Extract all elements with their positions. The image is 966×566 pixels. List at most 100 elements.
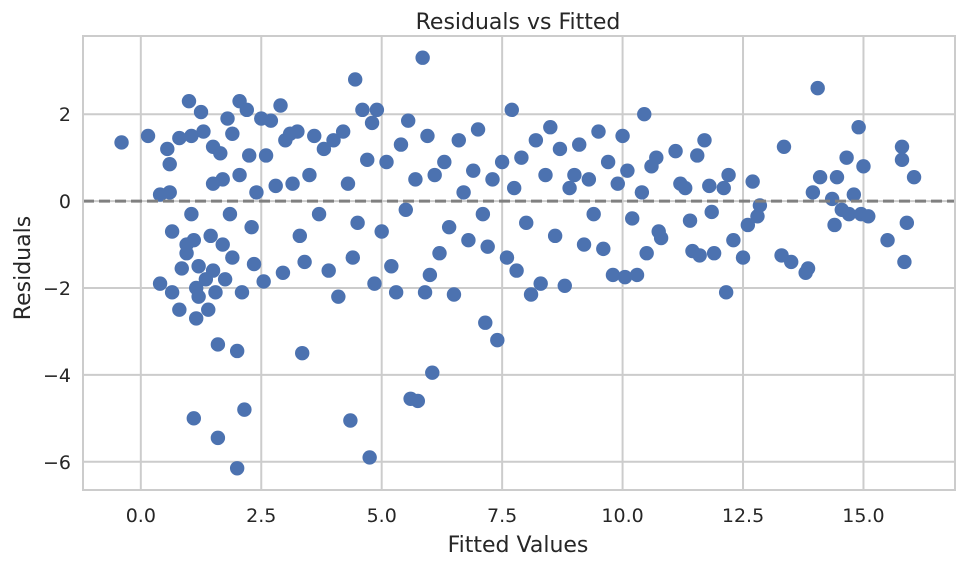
data-point xyxy=(596,241,611,257)
data-point xyxy=(193,104,209,120)
data-point xyxy=(745,174,760,189)
data-point xyxy=(800,261,816,276)
y-axis-title: Residuals xyxy=(11,216,36,320)
data-point xyxy=(140,128,156,144)
plot-frame xyxy=(82,35,956,491)
data-point xyxy=(706,246,722,261)
plot-area xyxy=(83,36,955,490)
data-point xyxy=(290,124,305,139)
data-point xyxy=(237,402,252,417)
data-point xyxy=(805,185,821,200)
data-point xyxy=(374,224,389,239)
data-point xyxy=(812,169,828,185)
data-point xyxy=(347,72,363,87)
data-point xyxy=(217,272,233,287)
data-point xyxy=(649,150,664,165)
data-point xyxy=(417,285,433,300)
data-point xyxy=(894,152,910,168)
data-point xyxy=(639,246,654,261)
data-point xyxy=(244,219,259,235)
data-point xyxy=(523,287,539,302)
data-point xyxy=(533,276,548,291)
data-point xyxy=(567,167,582,183)
data-point xyxy=(750,209,765,224)
data-point xyxy=(620,163,635,178)
data-point xyxy=(379,154,394,170)
data-point xyxy=(810,80,825,96)
data-point xyxy=(668,143,683,159)
data-point xyxy=(451,133,466,148)
data-point xyxy=(297,254,312,270)
data-point xyxy=(174,261,189,276)
data-point xyxy=(466,163,481,178)
data-point xyxy=(398,202,413,217)
data-point xyxy=(581,172,597,187)
data-point xyxy=(615,128,630,144)
y-tick-labels: −6 −4 −2 0 2 xyxy=(43,104,71,474)
data-point xyxy=(164,285,180,300)
data-point xyxy=(846,187,862,202)
data-point xyxy=(605,267,621,283)
data-point xyxy=(210,337,226,352)
data-point xyxy=(827,217,842,233)
data-point xyxy=(191,259,206,274)
data-point xyxy=(441,219,457,235)
data-point xyxy=(215,237,230,252)
data-point xyxy=(234,285,250,300)
data-point xyxy=(239,102,255,118)
data-point xyxy=(186,411,202,426)
data-point xyxy=(355,102,370,118)
data-point xyxy=(506,180,522,196)
data-point xyxy=(201,302,216,317)
data-point xyxy=(678,180,693,196)
data-point xyxy=(316,141,332,157)
data-point xyxy=(256,274,271,289)
data-point xyxy=(591,124,606,139)
data-point xyxy=(360,152,375,168)
data-point xyxy=(285,176,300,191)
data-point xyxy=(716,180,731,196)
data-point xyxy=(205,263,221,278)
data-point xyxy=(393,137,409,152)
x-axis-title: Fitted Values xyxy=(448,533,589,558)
data-point xyxy=(172,130,187,146)
data-point xyxy=(258,148,274,163)
data-point xyxy=(408,172,423,187)
data-point xyxy=(225,250,240,265)
data-point xyxy=(572,137,587,152)
data-point xyxy=(203,228,218,244)
y-tick-label: −6 xyxy=(43,452,71,474)
data-point xyxy=(880,232,895,248)
data-point xyxy=(162,185,177,200)
data-point xyxy=(697,133,712,148)
data-point xyxy=(292,228,307,244)
data-point xyxy=(295,345,310,361)
data-point xyxy=(634,185,650,200)
data-point xyxy=(181,93,197,109)
data-point xyxy=(400,113,416,128)
data-point xyxy=(232,167,247,183)
data-point xyxy=(362,450,377,465)
data-point xyxy=(557,278,572,294)
data-point xyxy=(682,213,698,228)
data-point xyxy=(208,285,223,300)
y-tick-label: 0 xyxy=(59,191,71,213)
data-point xyxy=(897,254,912,270)
data-point xyxy=(552,141,568,157)
data-point xyxy=(164,224,180,239)
data-point xyxy=(740,217,756,233)
data-point xyxy=(485,172,500,187)
data-point xyxy=(160,141,175,157)
data-point xyxy=(547,228,563,244)
data-point xyxy=(562,180,577,196)
x-tick-label: 2.5 xyxy=(246,505,276,527)
data-point xyxy=(637,107,652,122)
data-point xyxy=(480,239,495,254)
data-point xyxy=(331,289,346,304)
data-point xyxy=(494,154,510,170)
data-point xyxy=(718,285,734,300)
data-point xyxy=(364,115,380,131)
y-tick-label: −2 xyxy=(43,278,71,300)
data-point xyxy=(490,332,505,348)
data-point xyxy=(839,150,854,165)
